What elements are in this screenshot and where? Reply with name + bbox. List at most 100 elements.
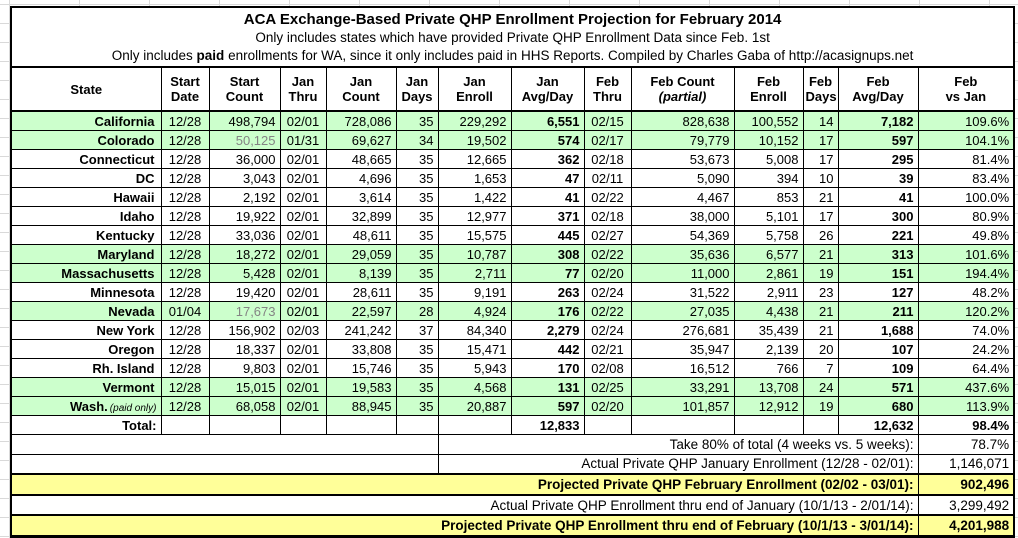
cell-state: Nevada — [10, 301, 162, 321]
cell-state: Oregon — [10, 339, 162, 359]
summary-label: Actual Private QHP January Enrollment (1… — [437, 453, 919, 475]
cell-state: Connecticut — [10, 149, 162, 169]
cell-jan-days: 35 — [395, 110, 439, 131]
cell-feb-days: 7 — [802, 358, 839, 378]
cell-jan-thru: 02/01 — [279, 206, 327, 226]
cell-jan-avg-day: 574 — [510, 130, 585, 150]
cell-feb-enroll: 5,008 — [733, 149, 804, 169]
cell-feb-count: 16,512 — [630, 358, 735, 378]
column-header-feb-vs-jan: Feb vs Jan — [917, 66, 1015, 112]
state-row: Wash. (paid only) 12/28 68,058 02/01 88,9… — [10, 396, 1015, 416]
cell-jan-thru: 02/01 — [279, 339, 327, 359]
column-header-jan-thru: Jan Thru — [279, 66, 327, 112]
cell-feb-count: 38,000 — [630, 206, 735, 226]
cell-feb-avg-day: 597 — [837, 130, 919, 150]
cell-feb-vs-jan: 80.9% — [917, 206, 1015, 226]
cell-state: Rh. Island — [10, 358, 162, 378]
cell-jan-days: 35 — [395, 206, 439, 226]
cell-jan-days: 35 — [395, 149, 439, 169]
column-header-row: State Start Date Start Count Jan Thru Jan Co… — [10, 66, 1015, 112]
cell-feb-thru: 02/11 — [583, 168, 632, 188]
summary-value: 3,299,492 — [917, 494, 1015, 516]
cell-feb-thru: 02/17 — [583, 130, 632, 150]
cell-feb-count: 828,638 — [630, 110, 735, 131]
cell-feb-enroll: 5,101 — [733, 206, 804, 226]
cell-start-count: 19,922 — [208, 206, 281, 226]
cell-jan-enroll: 84,340 — [437, 320, 512, 340]
cell-start-date: 12/28 — [160, 225, 210, 245]
table-title: ACA Exchange-Based Private QHP Enrollmen… — [243, 10, 782, 28]
cell-feb-vs-jan: 48.2% — [917, 282, 1015, 302]
state-row: Hawaii 12/28 2,192 02/01 3,614 35 1,422 … — [10, 187, 1015, 207]
cell-feb-vs-jan: 24.2% — [917, 339, 1015, 359]
cell-state: DC — [10, 168, 162, 188]
cell-feb-thru: 02/27 — [583, 225, 632, 245]
cell-feb-vs-jan: 120.2% — [917, 301, 1015, 321]
cell-feb-enroll: 2,911 — [733, 282, 804, 302]
summary-label: Projected Private QHP Enrollment thru en… — [10, 514, 919, 538]
cell-feb-days: 24 — [802, 377, 839, 397]
cell-jan-count: 28,611 — [325, 282, 397, 302]
cell-start-count: 498,794 — [208, 110, 281, 131]
cell-feb-days: 17 — [802, 130, 839, 150]
state-row: California 12/28 498,794 02/01 728,086 3… — [10, 110, 1015, 131]
cell-feb-enroll: 394 — [733, 168, 804, 188]
cell-feb-avg-day: 295 — [837, 149, 919, 169]
column-header-jan-avg-day: Jan Avg/Day — [510, 66, 585, 112]
cell-jan-thru: 02/01 — [279, 168, 327, 188]
state-row: Kentucky 12/28 33,036 02/01 48,611 35 15… — [10, 225, 1015, 245]
cell-jan-avg-day: 77 — [510, 263, 585, 283]
cell-jan-enroll: 5,943 — [437, 358, 512, 378]
cell-feb-enroll: 2,139 — [733, 339, 804, 359]
cell-jan-avg-day: 2,279 — [510, 320, 585, 340]
cell-feb-enroll: 13,708 — [733, 377, 804, 397]
table-subtitle-1: Only includes states which have provided… — [255, 29, 770, 45]
cell-jan-count: 69,627 — [325, 130, 397, 150]
cell-feb-thru: 02/08 — [583, 358, 632, 378]
cell-jan-count: 22,597 — [325, 301, 397, 321]
cell-feb-vs-jan: 100.0% — [917, 187, 1015, 207]
state-row: Idaho 12/28 19,922 02/01 32,899 35 12,97… — [10, 206, 1015, 226]
cell-jan-thru: 02/01 — [279, 358, 327, 378]
empty-cell — [10, 434, 439, 455]
cell-jan-enroll: 19,502 — [437, 130, 512, 150]
cell-start-count: 50,125 — [208, 130, 281, 150]
cell-jan-enroll: 12,977 — [437, 206, 512, 226]
cell-feb-vs-jan: 101.6% — [917, 244, 1015, 264]
cell-jan-avg-day: 362 — [510, 149, 585, 169]
cell-jan-days: 35 — [395, 339, 439, 359]
cell-feb-count: 31,522 — [630, 282, 735, 302]
cell-feb-days: 19 — [802, 263, 839, 283]
summary-label: Take 80% of total (4 weeks vs. 5 weeks): — [437, 434, 919, 455]
cell-jan-avg-day: 47 — [510, 168, 585, 188]
cell-feb-vs-jan: 109.6% — [917, 110, 1015, 131]
cell-jan-days: 37 — [395, 320, 439, 340]
cell-feb-thru: 02/20 — [583, 396, 632, 416]
cell-state: Massachusetts — [10, 263, 162, 283]
cell-jan-thru: 02/01 — [279, 377, 327, 397]
summary-row-projected-february: Projected Private QHP February Enrollmen… — [10, 473, 1015, 496]
cell-jan-count: 3,614 — [325, 187, 397, 207]
cell-jan-enroll: 229,292 — [437, 110, 512, 131]
cell-start-date: 12/28 — [160, 320, 210, 340]
cell-start-date: 01/04 — [160, 301, 210, 321]
cell-feb-enroll: 4,438 — [733, 301, 804, 321]
column-header-start-count: Start Count — [208, 66, 281, 112]
cell-feb-thru: 02/24 — [583, 320, 632, 340]
cell-jan-count: 15,746 — [325, 358, 397, 378]
cell-jan-days: 35 — [395, 187, 439, 207]
cell-start-date: 12/28 — [160, 282, 210, 302]
cell-feb-avg-day: 211 — [837, 301, 919, 321]
cell-jan-avg-day: 176 — [510, 301, 585, 321]
summary-label: Actual Private QHP Enrollment thru end o… — [10, 494, 919, 516]
cell-feb-avg-day: 313 — [837, 244, 919, 264]
cell-feb-count: 101,857 — [630, 396, 735, 416]
cell-jan-count: 241,242 — [325, 320, 397, 340]
cell-feb-avg-day: 109 — [837, 358, 919, 378]
cell-jan-avg-day: 131 — [510, 377, 585, 397]
cell-state: Wash. (paid only) — [10, 396, 162, 416]
cell-jan-avg-day: 597 — [510, 396, 585, 416]
cell-start-count: 19,420 — [208, 282, 281, 302]
cell-feb-avg-day: 39 — [837, 168, 919, 188]
cell-feb-enroll: 10,152 — [733, 130, 804, 150]
